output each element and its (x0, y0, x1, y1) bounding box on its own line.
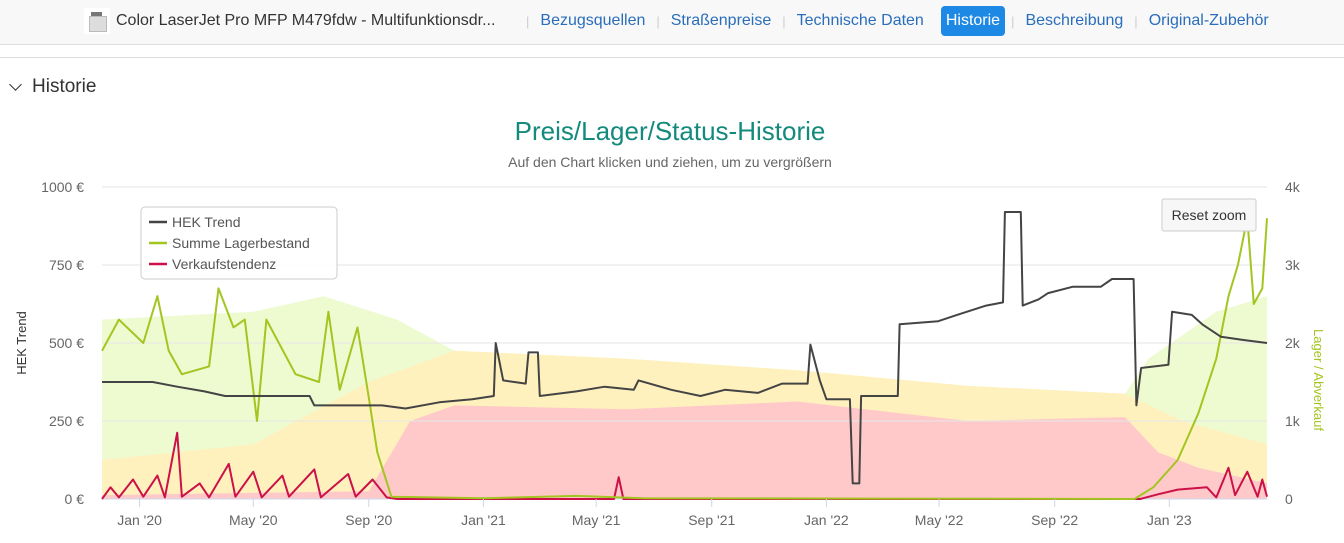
series-line-hek-trend (102, 211, 1268, 485)
x-tick-label: Sep '21 (688, 512, 735, 528)
y2-tick-label: 4k (1285, 179, 1301, 195)
chart-title: Preis/Lager/Status-Historie (515, 116, 826, 146)
printer-thumbnail-icon (84, 8, 110, 34)
y-axis-title: HEK Trend (14, 311, 29, 375)
divider (0, 57, 1344, 58)
section-toggle-historie[interactable]: Historie (8, 76, 96, 98)
y-tick-label: 1000 € (41, 179, 84, 195)
y-tick-label: 250 € (49, 413, 84, 429)
svg-text:Verkaufstendenz: Verkaufstendenz (172, 256, 276, 272)
nav-beschreibung[interactable]: Beschreibung (1025, 12, 1124, 29)
chart-subtitle: Auf den Chart klicken und ziehen, um zu … (508, 154, 832, 170)
series-line-verkaufstendenz (101, 431, 1268, 500)
legend-item-lager[interactable]: Summe Lagerbestand (149, 235, 310, 251)
x-tick-label: May '22 (915, 512, 964, 528)
nav-bezugsquellen[interactable]: Bezugsquellen (540, 12, 646, 29)
x-tick-label: May '20 (229, 512, 278, 528)
x-tick-label: Jan '20 (117, 512, 162, 528)
y2-tick-label: 1k (1285, 413, 1301, 429)
y-tick-label: 0 € (65, 491, 85, 507)
x-tick-label: Jan '22 (804, 512, 849, 528)
legend: HEK Trend Summe Lagerbestand Verkaufsten… (140, 206, 338, 280)
section-nav: | Bezugsquellen | Straßenpreise | Technisch… (520, 6, 1274, 36)
legend-item-hek[interactable]: HEK Trend (149, 214, 240, 230)
y-tick-label: 500 € (49, 335, 84, 351)
y2-tick-label: 0 (1285, 491, 1293, 507)
x-tick-label: Sep '22 (1031, 512, 1078, 528)
top-nav-bar: Color LaserJet Pro MFP M479fdw - Multifu… (0, 0, 1344, 45)
nav-strassenpreise[interactable]: Straßenpreise (670, 12, 772, 29)
svg-text:HEK Trend: HEK Trend (172, 214, 240, 230)
reset-zoom-button[interactable]: Reset zoom (1161, 198, 1257, 232)
y2-axis-title: Lager / Abverkauf (1311, 329, 1326, 431)
nav-technische-daten[interactable]: Technische Daten (796, 12, 924, 29)
x-tick-label: Jan '23 (1147, 512, 1192, 528)
x-tick-label: May '21 (572, 512, 621, 528)
x-tick-label: Jan '21 (461, 512, 506, 528)
y2-tick-label: 2k (1285, 335, 1301, 351)
section-title: Historie (32, 76, 97, 97)
nav-historie[interactable]: Historie (940, 6, 1006, 36)
svg-text:Reset zoom: Reset zoom (1172, 207, 1247, 223)
x-tick-label: Sep '20 (345, 512, 392, 528)
y2-tick-label: 3k (1285, 257, 1301, 273)
band-red (102, 401, 1267, 499)
nav-original-zubehoer[interactable]: Original-Zubehör (1148, 12, 1269, 29)
svg-text:Summe Lagerbestand: Summe Lagerbestand (172, 235, 310, 251)
series-line-summe-lagerbestand (101, 217, 1268, 500)
product-title: Color LaserJet Pro MFP M479fdw - Multifu… (116, 12, 496, 29)
legend-item-verkauf[interactable]: Verkaufstendenz (149, 256, 276, 272)
y-tick-label: 750 € (49, 257, 84, 273)
